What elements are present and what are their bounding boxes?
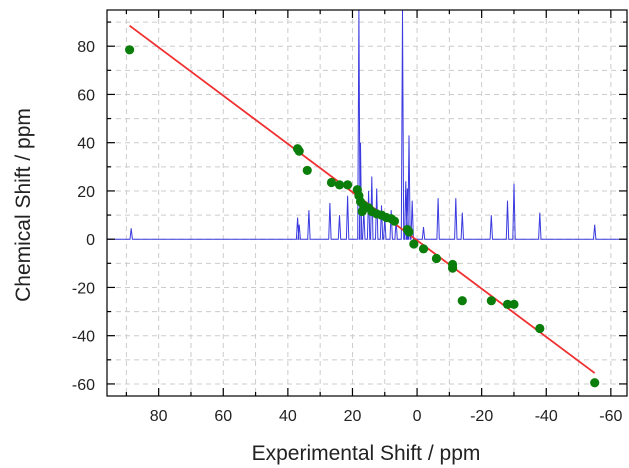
data-point: [302, 165, 312, 176]
x-tick-label: 0: [413, 408, 422, 425]
y-tick-label: 0: [86, 232, 95, 249]
x-tick-label: -60: [599, 408, 622, 425]
y-tick-labels: 80 60 40 20 0 -20 -40 -60: [72, 39, 95, 394]
data-point: [334, 180, 345, 190]
y-tick-label: 60: [77, 87, 95, 104]
data-point: [486, 296, 496, 306]
x-tick-labels: 80 60 40 20 0 -20 -40 -60: [150, 408, 623, 425]
data-point: [447, 263, 458, 273]
spectrum-line: [107, 9, 627, 240]
y-tick-label: 40: [77, 136, 95, 153]
axis-ticks: [107, 10, 627, 396]
data-point: [418, 244, 429, 254]
y-tick-label: -60: [72, 377, 95, 394]
data-point: [509, 299, 519, 309]
data-point: [294, 146, 304, 156]
x-tick-label: -40: [535, 408, 558, 425]
y-axis-label: Chemical Shift / ppm: [12, 108, 35, 302]
y-tick-label: -20: [72, 280, 95, 297]
data-point: [457, 296, 467, 306]
x-tick-label: 20: [344, 408, 362, 425]
x-tick-label: -20: [470, 408, 493, 425]
data-point: [125, 45, 135, 55]
y-tick-label: 20: [77, 184, 95, 201]
data-point: [502, 299, 513, 309]
y-tick-label: -40: [72, 329, 95, 346]
x-axis-label: Experimental Shift / ppm: [252, 442, 481, 465]
data-point: [389, 216, 400, 226]
data-point: [590, 378, 600, 388]
plot-frame: [106, 9, 628, 397]
data-point: [343, 180, 353, 190]
data-points: [125, 45, 600, 388]
y-tick-label: 80: [77, 39, 95, 56]
x-tick-label: 40: [279, 408, 297, 425]
data-point: [404, 227, 414, 237]
x-tick-label: 60: [214, 408, 232, 425]
data-point: [326, 177, 337, 188]
x-tick-label: 80: [150, 408, 168, 425]
data-point: [409, 239, 419, 249]
data-point: [431, 253, 442, 264]
data-point: [535, 323, 545, 334]
spectrum-trace: [107, 9, 627, 240]
